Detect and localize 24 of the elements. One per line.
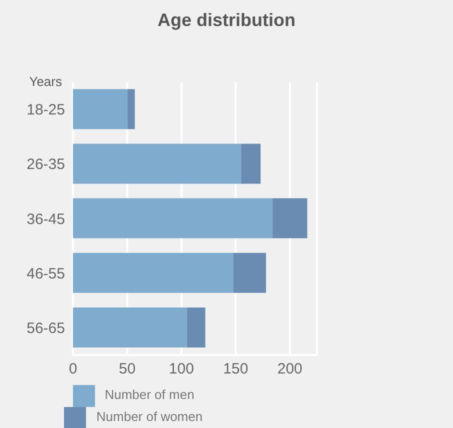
x-tick-label: 100 (168, 360, 194, 378)
y-tick-label: 36-45 (26, 210, 65, 228)
bar (73, 252, 234, 293)
legend-label: Number of women (96, 409, 203, 424)
bar (241, 144, 261, 184)
x-tick-label: 50 (118, 360, 136, 378)
y-axis-title: Years (28, 74, 62, 89)
y-tick-label: 46-55 (26, 265, 65, 282)
y-tick-label: 56-65 (26, 320, 65, 338)
bar (272, 198, 308, 238)
x-tick-label: 200 (277, 360, 302, 378)
x-tick-label: 0 (68, 360, 78, 378)
y-tick-label: 18-25 (26, 102, 65, 119)
y-tick-label: 26-35 (26, 156, 65, 174)
bar (127, 89, 135, 130)
bar (73, 198, 273, 238)
legend-label: Number of men (104, 387, 194, 402)
x-tick-label: 150 (223, 360, 248, 378)
bar (73, 144, 242, 184)
bar (186, 308, 206, 348)
bar (73, 89, 128, 130)
chart-title: Age distribution (156, 10, 296, 31)
bar (73, 308, 187, 348)
bar (234, 252, 266, 293)
